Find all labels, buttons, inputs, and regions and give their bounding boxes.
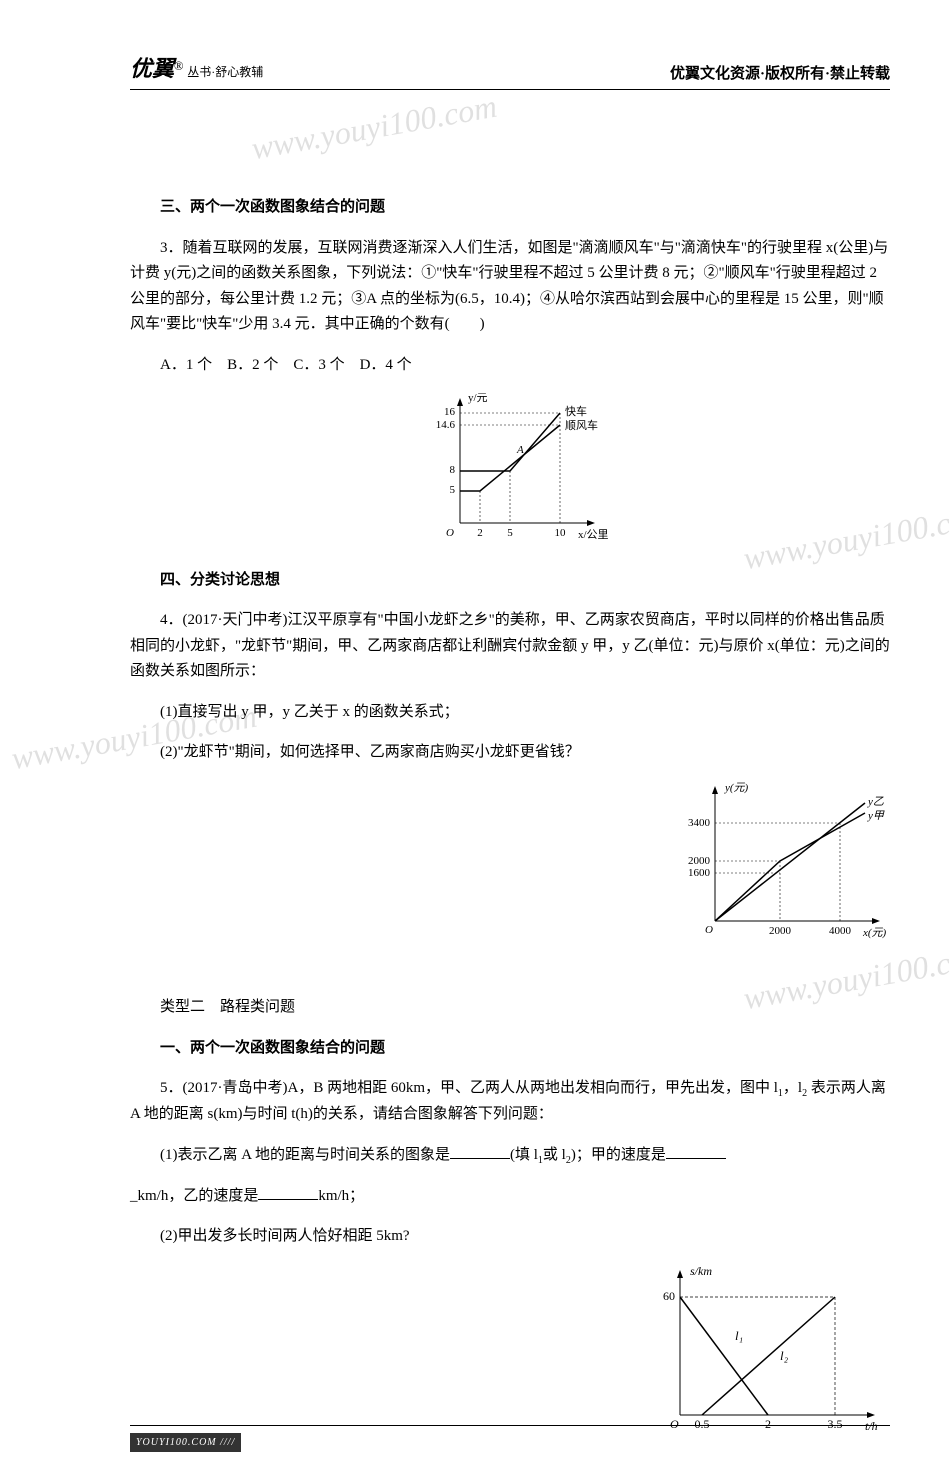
page-header: 优翼® 丛书·舒心教辅 优翼文化资源·版权所有·禁止转载 <box>130 50 890 90</box>
blank-field[interactable] <box>450 1143 510 1159</box>
svg-text:3400: 3400 <box>688 817 711 829</box>
svg-text:4000: 4000 <box>829 925 852 937</box>
type2-title: 一、两个一次函数图象结合的问题 <box>130 1036 890 1062</box>
q4-1: (1)直接写出 y 甲，y 乙关于 x 的函数关系式； <box>130 700 890 726</box>
logo-sub: 丛书·舒心教辅 <box>187 65 263 79</box>
svg-text:l₁: l₁ <box>735 1328 743 1343</box>
svg-text:1600: 1600 <box>688 867 711 879</box>
q5-a: 5．(2017·青岛中考)A，B 两地相距 60km，甲、乙两人从两地出发相向而… <box>160 1080 778 1096</box>
footer-text: YOUYI100.COM //// <box>130 1433 241 1452</box>
svg-text:2000: 2000 <box>769 925 792 937</box>
q51-e: km/h，乙的速度是 <box>138 1188 259 1204</box>
svg-text:2000: 2000 <box>688 855 711 867</box>
q5-1-cont: _km/h，乙的速度是km/h； <box>130 1184 890 1210</box>
svg-text:8: 8 <box>450 464 456 476</box>
type2-heading: 类型二 路程类问题 <box>130 995 890 1021</box>
chart3-svg: s/km t/h O 60 0.5 2 3.5 l₁ l₂ <box>640 1265 890 1435</box>
q4-text: 4．(2017·天门中考)江汉平原享有"中国小龙虾之乡"的美称，甲、乙两家农贸商… <box>130 608 890 685</box>
blank-field[interactable] <box>666 1143 726 1159</box>
svg-text:y乙: y乙 <box>867 796 884 808</box>
svg-text:14.6: 14.6 <box>436 419 456 431</box>
svg-text:快车: 快车 <box>565 404 587 418</box>
svg-text:y/元: y/元 <box>468 393 488 404</box>
content-area: www.youyi100.com www.youyi100.com www.yo… <box>130 120 890 1444</box>
q5-b: ，l <box>783 1080 802 1096</box>
svg-text:x(元): x(元) <box>862 927 887 939</box>
q51-a: (1)表示乙离 A 地的距离与时间关系的图象是 <box>160 1147 450 1163</box>
section4-title: 四、分类讨论思想 <box>130 568 890 594</box>
q5-text: 5．(2017·青岛中考)A，B 两地相距 60km，甲、乙两人从两地出发相向而… <box>130 1076 890 1128</box>
chart2-svg: y(元) x(元) O 2000 4000 1600 2000 3400 <box>660 781 890 941</box>
svg-text:O: O <box>705 924 713 936</box>
svg-text:O: O <box>446 527 454 539</box>
section3-title: 三、两个一次函数图象结合的问题 <box>130 195 890 221</box>
q5-2: (2)甲出发多长时间两人恰好相距 5km? <box>130 1224 890 1250</box>
logo-main: 优翼 <box>130 56 174 81</box>
q51-f: km/h； <box>318 1188 364 1204</box>
chart1-container: 5 8 14.6 16 y/元 2 5 10 x/公里 O <box>130 393 890 553</box>
page-footer: YOUYI100.COM //// <box>130 1425 890 1455</box>
q51-c: 或 l <box>543 1147 566 1163</box>
q3-text: 3．随着互联网的发展，互联网消费逐渐深入人们生活，如图是"滴滴顺风车"与"滴滴快… <box>130 236 890 338</box>
svg-text:60: 60 <box>663 1289 675 1303</box>
svg-text:A: A <box>516 444 524 456</box>
svg-text:s/km: s/km <box>690 1265 712 1278</box>
q3-options: A．1 个 B．2 个 C．3 个 D．4 个 <box>130 353 890 379</box>
q5-1: (1)表示乙离 A 地的距离与时间关系的图象是(填 l1或 l2)；甲的速度是 <box>130 1143 890 1169</box>
svg-text:l₂: l₂ <box>780 1348 789 1363</box>
logo-reg: ® <box>174 59 184 73</box>
svg-text:x/公里: x/公里 <box>578 528 609 541</box>
q4-2: (2)"龙虾节"期间，如何选择甲、乙两家商店购买小龙虾更省钱？ <box>130 740 890 766</box>
logo: 优翼® 丛书·舒心教辅 <box>130 50 263 87</box>
chart2-container: y(元) x(元) O 2000 4000 1600 2000 3400 <box>660 781 890 951</box>
svg-text:5: 5 <box>507 527 513 539</box>
svg-text:5: 5 <box>450 484 456 496</box>
svg-text:顺风车: 顺风车 <box>565 418 598 432</box>
svg-text:2: 2 <box>477 527 483 539</box>
svg-text:16: 16 <box>444 406 456 418</box>
chart3-container: s/km t/h O 60 0.5 2 3.5 l₁ l₂ <box>640 1265 890 1445</box>
blank-field[interactable] <box>258 1184 318 1200</box>
q51-b: (填 l <box>510 1147 538 1163</box>
svg-text:y甲: y甲 <box>867 810 885 822</box>
q51-d: )；甲的速度是 <box>571 1147 666 1163</box>
chart1-svg: 5 8 14.6 16 y/元 2 5 10 x/公里 O <box>410 393 610 543</box>
svg-text:10: 10 <box>555 527 567 539</box>
header-rights: 优翼文化资源·版权所有·禁止转载 <box>670 62 890 88</box>
svg-text:y(元): y(元) <box>724 782 749 794</box>
